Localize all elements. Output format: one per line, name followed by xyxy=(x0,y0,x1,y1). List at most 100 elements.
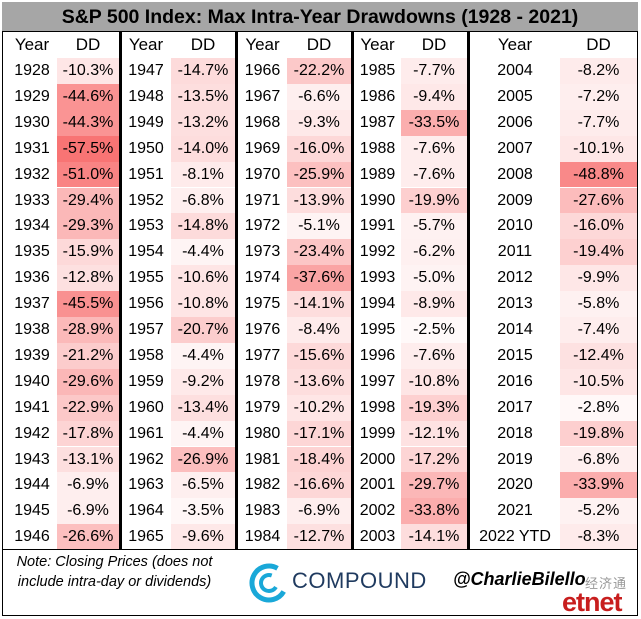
year-cell: 1969 xyxy=(244,139,281,157)
year-cell: 2007 xyxy=(497,139,533,157)
drawdown-cell: -29.6% xyxy=(57,368,119,395)
drawdown-cell: -23.4% xyxy=(287,239,351,266)
drawdown-cell: -18.4% xyxy=(287,446,351,473)
drawdown-cell: -5.2% xyxy=(560,498,637,525)
year-cell: 1949 xyxy=(128,113,164,131)
year-cell: 1966 xyxy=(244,62,281,79)
drawdown-cell: -6.8% xyxy=(560,446,637,473)
drawdown-cell: -17.2% xyxy=(401,446,467,473)
drawdown-cell: -7.7% xyxy=(560,109,637,136)
year-cell: 2013 xyxy=(497,295,533,313)
year-cell: 2009 xyxy=(497,191,533,209)
drawdown-cell: -14.1% xyxy=(401,524,467,551)
year-cell: 1941 xyxy=(14,398,50,416)
year-cell: 1951 xyxy=(128,165,164,183)
year-cell: 1963 xyxy=(128,476,164,494)
drawdown-cell: -8.1% xyxy=(171,161,235,188)
year-cell: 1982 xyxy=(244,476,281,494)
year-cell: 1945 xyxy=(14,502,50,520)
drawdown-cell: -19.4% xyxy=(560,239,637,266)
drawdown-cell: -16.6% xyxy=(287,472,351,499)
drawdown-cell: -7.6% xyxy=(401,342,467,369)
year-cell: 1946 xyxy=(14,528,50,546)
year-cell: 1933 xyxy=(14,191,50,209)
year-cell: 2003 xyxy=(359,528,396,546)
drawdown-cell: -19.3% xyxy=(401,394,467,421)
year-cell: 1996 xyxy=(359,346,396,364)
author-handle: @CharlieBilello xyxy=(453,569,586,589)
drawdown-cell: -6.9% xyxy=(287,498,351,525)
year-cell: 1950 xyxy=(128,139,164,157)
year-cell: 1939 xyxy=(14,346,50,364)
drawdown-cell: -10.2% xyxy=(287,394,351,421)
chart-title: S&P 500 Index: Max Intra-Year Drawdowns … xyxy=(2,2,638,32)
drawdown-cell: -6.5% xyxy=(171,472,235,499)
year-cell: 1973 xyxy=(244,243,281,261)
year-cell: 1985 xyxy=(359,62,396,79)
year-cell: 1990 xyxy=(359,191,396,209)
drawdown-cell: -10.8% xyxy=(401,368,467,395)
drawdown-cell: -27.6% xyxy=(560,187,637,214)
drawdown-cell: -14.1% xyxy=(287,291,351,317)
year-cell: 1956 xyxy=(128,295,164,313)
year-cell: 1938 xyxy=(14,321,50,338)
drawdown-cell: -17.1% xyxy=(287,420,351,447)
drawdown-cell: -13.5% xyxy=(171,83,235,110)
year-cell: 1971 xyxy=(244,191,281,209)
year-cell: 1991 xyxy=(359,217,396,235)
drawdown-cell: -13.1% xyxy=(57,446,119,473)
drawdown-cell: -19.9% xyxy=(401,187,467,214)
drawdown-cell: -7.7% xyxy=(401,58,467,84)
drawdown-cell: -12.8% xyxy=(57,265,119,292)
drawdown-cell: -19.8% xyxy=(560,420,637,447)
drawdown-cell: -10.5% xyxy=(560,368,637,395)
drawdown-cell: -12.1% xyxy=(401,420,467,447)
drawdown-cell: -33.9% xyxy=(560,472,637,499)
year-cell: 1954 xyxy=(128,243,164,261)
year-cell: 1958 xyxy=(128,346,164,364)
year-cell: 1959 xyxy=(128,372,164,390)
drawdown-cell: -33.5% xyxy=(401,109,467,136)
compound-logo-icon xyxy=(249,563,289,603)
year-cell: 1960 xyxy=(128,398,164,416)
year-cell: 1955 xyxy=(128,269,164,287)
drawdown-cell: -6.2% xyxy=(401,239,467,266)
drawdown-cell: -8.4% xyxy=(287,317,351,343)
year-cell: 2016 xyxy=(497,372,533,390)
drawdown-cell: -13.6% xyxy=(287,368,351,395)
drawdown-cell: -12.4% xyxy=(560,342,637,369)
year-cell: 1976 xyxy=(244,321,281,338)
column-separator xyxy=(235,32,238,549)
drawdown-cell: -17.8% xyxy=(57,420,119,447)
year-cell: 1929 xyxy=(14,87,50,105)
year-cell: 1957 xyxy=(128,321,164,338)
year-cell: 1974 xyxy=(244,269,281,287)
drawdown-cell: -8.9% xyxy=(401,291,467,317)
drawdown-cell: -3.5% xyxy=(171,498,235,525)
drawdown-cell: -22.2% xyxy=(287,58,351,84)
drawdown-cell: -29.3% xyxy=(57,213,119,240)
year-cell: 1970 xyxy=(244,165,281,183)
year-cell: 1972 xyxy=(244,217,281,235)
drawdown-cell: -9.4% xyxy=(401,83,467,110)
year-cell: 1936 xyxy=(14,269,50,287)
drawdown-cell: -6.9% xyxy=(57,498,119,525)
year-cell: 1962 xyxy=(128,450,164,468)
year-cell: 1993 xyxy=(359,269,396,287)
drawdown-cell: -9.3% xyxy=(287,109,351,136)
drawdown-cell: -14.8% xyxy=(171,213,235,240)
year-cell: 2010 xyxy=(497,217,533,235)
drawdown-cell: -8.3% xyxy=(560,524,637,551)
drawdown-cell: -2.8% xyxy=(560,394,637,421)
year-cell: 2001 xyxy=(359,476,396,494)
compound-logo-text: COMPOUND xyxy=(292,568,427,593)
column-header-year: Year xyxy=(497,35,533,54)
year-cell: 2021 xyxy=(497,502,533,520)
footnote: Note: Closing Prices (does not include i… xyxy=(16,554,213,590)
year-cell: 1943 xyxy=(14,450,50,468)
year-cell: 1932 xyxy=(14,165,50,183)
drawdown-cell: -7.2% xyxy=(560,83,637,110)
drawdown-cell: -44.3% xyxy=(57,109,119,136)
year-cell: 2004 xyxy=(497,62,533,79)
drawdown-cell: -26.9% xyxy=(171,446,235,473)
